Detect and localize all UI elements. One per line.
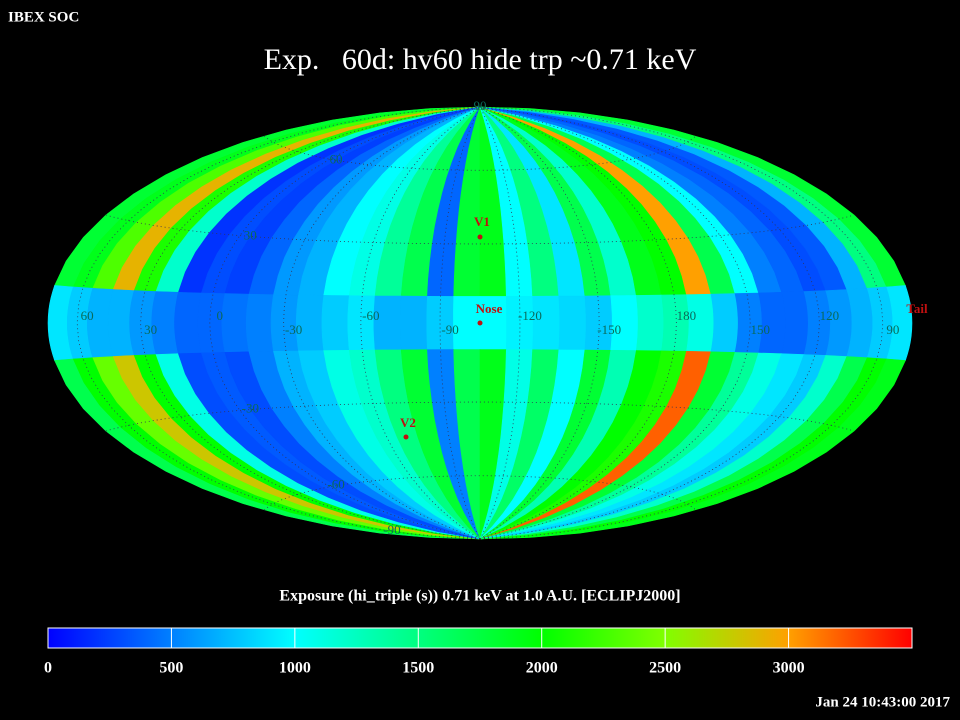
map-cell bbox=[558, 295, 587, 351]
map-cell bbox=[710, 293, 739, 353]
map-cell bbox=[221, 293, 250, 353]
meridian bbox=[479, 106, 751, 540]
timestamp: Jan 24 10:43:00 2017 bbox=[815, 694, 950, 710]
map-cell bbox=[635, 294, 665, 352]
map-cell bbox=[174, 291, 202, 355]
lon-label: 60 bbox=[81, 308, 94, 323]
marker-label: V1 bbox=[474, 214, 490, 229]
lon-label: -60 bbox=[362, 308, 379, 323]
lat-label: -60 bbox=[327, 477, 344, 492]
lon-label: 90 bbox=[886, 322, 899, 337]
parallel bbox=[263, 135, 697, 171]
colorbar-tick-label: 2500 bbox=[649, 660, 681, 677]
map-cell bbox=[321, 295, 350, 351]
parallel bbox=[263, 475, 697, 511]
marker-label: V2 bbox=[400, 415, 416, 430]
map-cell bbox=[532, 295, 561, 351]
map-cell bbox=[197, 292, 226, 354]
lat-label: -90 bbox=[383, 522, 400, 537]
colorbar-tick-label: 2000 bbox=[526, 660, 558, 677]
map-cell bbox=[373, 295, 402, 351]
marker-label: Nose bbox=[476, 301, 503, 316]
map-cell bbox=[479, 106, 906, 288]
lon-label: -30 bbox=[285, 322, 302, 337]
meridian bbox=[283, 106, 481, 540]
map-cell bbox=[347, 295, 376, 351]
parallel bbox=[105, 214, 855, 245]
marker-label: Tail bbox=[906, 301, 928, 316]
colorbar-tick-label: 500 bbox=[159, 660, 183, 677]
map-cell bbox=[886, 285, 913, 361]
meridian bbox=[479, 106, 820, 540]
meridian bbox=[479, 106, 600, 540]
lat-label: 90 bbox=[474, 98, 487, 113]
colorbar-fill bbox=[47, 627, 913, 649]
colorbar: 0 500 1000 1500 2000 2500 3000 bbox=[44, 627, 913, 677]
lon-label: 180 bbox=[677, 308, 697, 323]
map-cell bbox=[686, 293, 715, 353]
lon-label: -90 bbox=[441, 322, 458, 337]
map-cell bbox=[399, 295, 428, 351]
lon-label: 120 bbox=[820, 308, 840, 323]
marker-dot bbox=[477, 320, 483, 326]
header: IBEX SOC bbox=[8, 9, 79, 25]
lon-label: 30 bbox=[144, 322, 157, 337]
parallel bbox=[105, 401, 855, 432]
marker-dot bbox=[477, 234, 483, 240]
lon-label: 0 bbox=[217, 308, 224, 323]
marker-dot bbox=[403, 434, 409, 440]
map-cell bbox=[245, 293, 274, 353]
lat-label: -30 bbox=[242, 401, 259, 416]
lon-label: -120 bbox=[518, 308, 542, 323]
map: 60 30 0 -30 -60 -90 -120 -150 180 150 120 90 90 60 30 -… bbox=[47, 98, 913, 540]
colorbar-label: Exposure (hi_triple (s)) 0.71 keV at 1.0… bbox=[279, 588, 680, 605]
map-cell bbox=[479, 358, 906, 540]
lon-label: -150 bbox=[597, 322, 621, 337]
lat-label: 60 bbox=[330, 151, 343, 166]
colorbar-tick-label: 3000 bbox=[773, 660, 805, 677]
map-cell bbox=[781, 291, 809, 355]
meridian bbox=[209, 106, 481, 540]
meridian bbox=[479, 106, 677, 540]
colorbar-tick-label: 1500 bbox=[402, 660, 434, 677]
chart-title: Exp. 60d: hv60 hide trp ~0.71 keV bbox=[264, 43, 697, 76]
colorbar-tick-label: 0 bbox=[44, 660, 52, 677]
colorbar-tick-label: 1000 bbox=[279, 660, 311, 677]
lat-label: 30 bbox=[244, 227, 257, 242]
lon-label: 150 bbox=[750, 322, 770, 337]
